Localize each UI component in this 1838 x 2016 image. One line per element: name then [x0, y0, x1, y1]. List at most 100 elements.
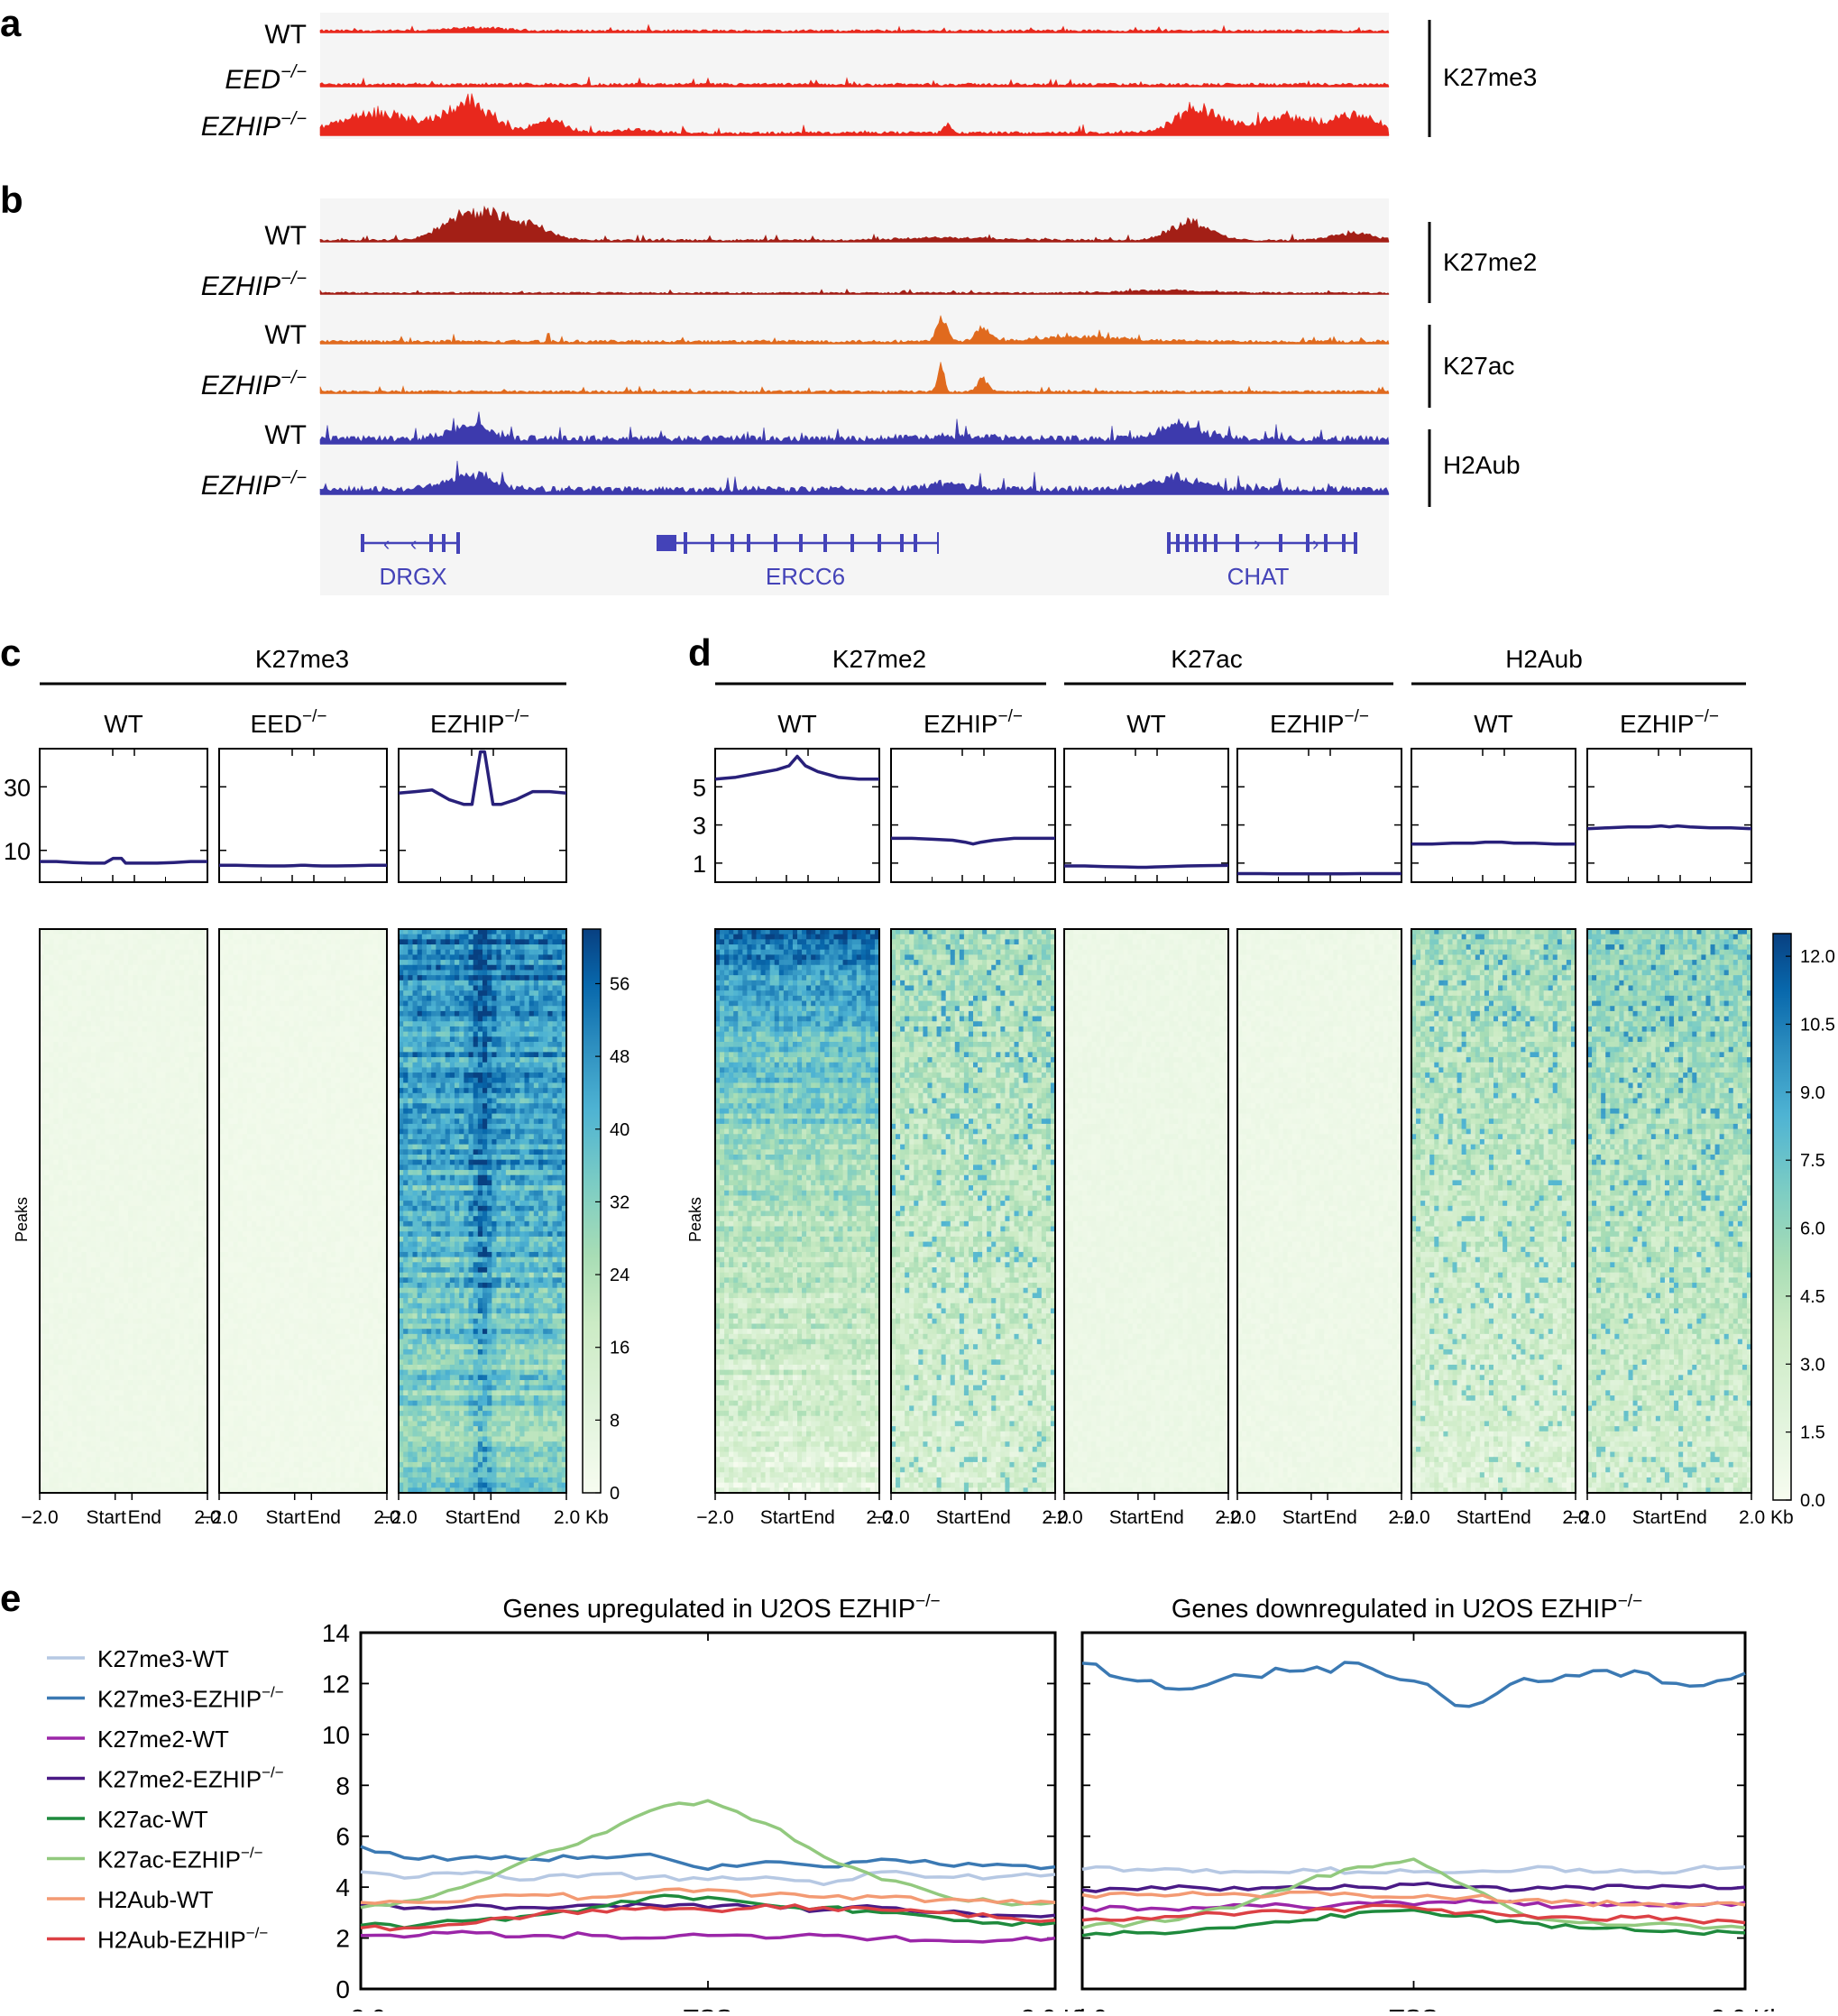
- d-profile-plots: 135: [693, 749, 1751, 882]
- axis-label-left: −2.0: [872, 1507, 909, 1528]
- axis-label-end: End: [1323, 1507, 1356, 1528]
- c-colorbar-tick: 32: [610, 1192, 630, 1212]
- mark-label-h2aub-b: H2Aub: [1443, 451, 1521, 479]
- gene-label-drgx: DRGX: [379, 563, 446, 590]
- axis-label-start: Start: [87, 1507, 127, 1528]
- d-colorbar-tick: 10.5: [1800, 1015, 1835, 1035]
- axis-label-start: Start: [446, 1507, 486, 1528]
- d-heatmap-h2aub-wt: [1411, 929, 1576, 1494]
- axis-label-start: Start: [1457, 1507, 1497, 1528]
- row-label-wt: WT: [264, 420, 307, 450]
- c-heatmap-wt: [40, 929, 208, 1494]
- d-profile-3: [1237, 749, 1401, 882]
- d-profile-5: [1587, 749, 1751, 882]
- d-profile-0: 135: [693, 749, 879, 882]
- d-profile-5-frame: [1587, 749, 1751, 882]
- c-peaks-label: Peaks: [13, 1197, 31, 1242]
- d-profile-0-frame: [715, 749, 879, 882]
- d-profile-4-frame: [1411, 749, 1576, 882]
- axis-label-end: End: [487, 1507, 520, 1528]
- d-col-label-1: EZHIP−/−: [924, 707, 1023, 738]
- e-y-tick: 12: [322, 1670, 350, 1698]
- d-colorbar-tick: 12.0: [1800, 947, 1835, 967]
- axis-label-left: −2.0: [200, 1507, 237, 1528]
- legend-label: K27me3-EZHIP−/−: [97, 1684, 284, 1713]
- profile-y-tick: 10: [4, 838, 31, 865]
- row-label-wt: WT: [264, 221, 307, 251]
- e-right-title: Genes downregulated in U2OS EZHIP−/−: [1172, 1592, 1642, 1624]
- c-title: K27me3: [255, 645, 349, 673]
- gene-label-chat: CHAT: [1227, 563, 1290, 590]
- d-group-label-k27ac: K27ac: [1171, 645, 1242, 673]
- d-heatmaps: [715, 929, 1752, 1494]
- d-colorbar-tick: 3.0: [1800, 1355, 1825, 1375]
- axis-label-left: −2.0: [1218, 1507, 1255, 1528]
- c-col-label-ezhip: EZHIP−/−: [430, 707, 529, 738]
- d-group-label-k27me2: K27me2: [832, 645, 926, 673]
- d-heatmap-k27me2-wt: [715, 929, 880, 1494]
- axis-label-start: Start: [1109, 1507, 1150, 1528]
- axis-label-start: Start: [1632, 1507, 1673, 1528]
- e-x-label-left: −3.0: [1057, 2004, 1107, 2011]
- panel-label-c: c: [0, 631, 21, 674]
- d-colorbar-tick: 4.5: [1800, 1287, 1825, 1307]
- axis-label-end: End: [801, 1507, 834, 1528]
- axis-label-start: Start: [1282, 1507, 1323, 1528]
- d-heatmap-k27ac-ezhip: [1237, 929, 1402, 1494]
- c-profile-2: [399, 749, 566, 882]
- legend-label: K27me2-EZHIP−/−: [97, 1764, 284, 1793]
- e-y-tick: 14: [322, 1619, 350, 1647]
- d-profile-2-frame: [1064, 749, 1228, 882]
- d-colorbar: 0.01.53.04.56.07.59.010.512.0: [1773, 934, 1835, 1511]
- d-colorbar-tick: 1.5: [1800, 1423, 1825, 1443]
- e-left-title: Genes upregulated in U2OS EZHIP−/−: [502, 1592, 940, 1624]
- row-label-ezhip: EZHIP−/−: [201, 269, 307, 301]
- mark-label-k27ac-b: K27ac: [1443, 352, 1514, 380]
- d-col-label-2: WT: [1126, 710, 1166, 738]
- axis-label-left: −2.0: [380, 1507, 417, 1528]
- gene-ercc6-utr: [657, 535, 676, 551]
- axis-label-left: −2.0: [1392, 1507, 1429, 1528]
- legend-label: K27me2-WT: [97, 1726, 229, 1753]
- legend-label: K27ac-WT: [97, 1806, 208, 1833]
- c-profile-1: [219, 749, 387, 882]
- c-heatmap-eed: [219, 929, 388, 1494]
- legend-label: K27me3-WT: [97, 1645, 229, 1672]
- d-profile-5-line: [1587, 826, 1751, 829]
- axis-label-end: End: [1673, 1507, 1706, 1528]
- track-panel-b-bg: [320, 198, 1389, 595]
- d-profile-1-frame: [891, 749, 1055, 882]
- panel-label-a: a: [0, 2, 22, 44]
- axis-label-end: End: [1150, 1507, 1183, 1528]
- d-col-label-0: WT: [777, 710, 817, 738]
- e-x-label-right: 3.0 Kb: [1711, 2004, 1784, 2011]
- d-colorbar-tick: 6.0: [1800, 1220, 1825, 1239]
- e-y-tick: 8: [335, 1772, 350, 1800]
- axis-label-end: End: [308, 1507, 341, 1528]
- e-right-frame: [1082, 1633, 1745, 1989]
- c-colorbar-bar: [583, 929, 601, 1493]
- e-right-plot: −3.0TSS3.0 Kb: [1057, 1633, 1784, 2011]
- c-col-label-wt: WT: [104, 710, 143, 738]
- d-peaks-label: Peaks: [686, 1197, 704, 1242]
- e-y-tick: 4: [335, 1873, 350, 1901]
- mark-label-k27me2-b: K27me2: [1443, 248, 1537, 276]
- c-colorbar-tick: 40: [610, 1120, 630, 1140]
- axis-label-left: −2.0: [21, 1507, 58, 1528]
- e-y-tick: 0: [335, 1975, 350, 2003]
- c-heatmaps: [40, 929, 567, 1494]
- c-colorbar-tick: 8: [610, 1411, 620, 1431]
